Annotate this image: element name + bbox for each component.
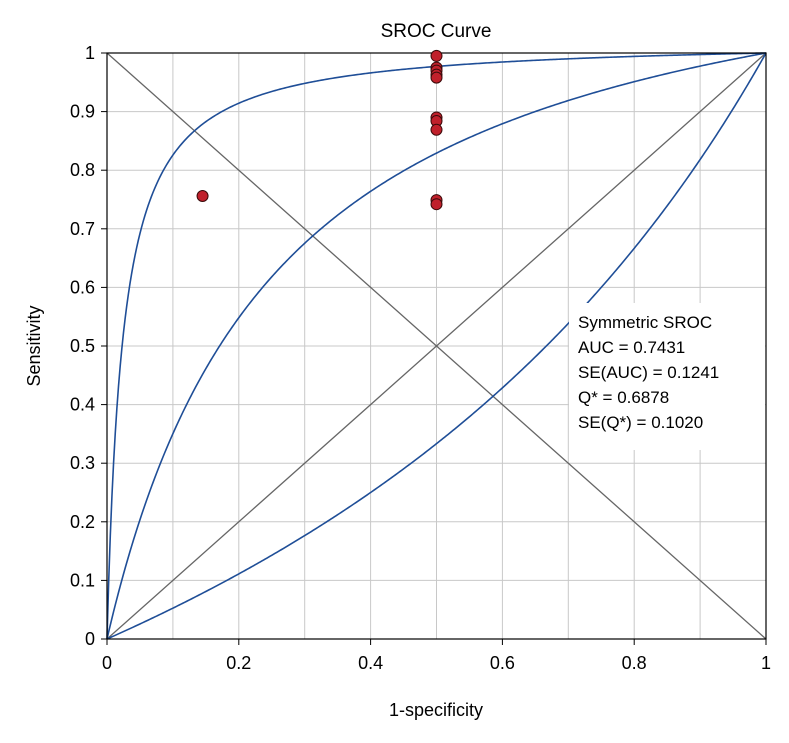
legend-box: Symmetric SROC AUC = 0.7431 SE(AUC) = 0.… — [569, 303, 765, 450]
y-tick-label: 0.1 — [70, 570, 95, 590]
y-tick-label: 1 — [85, 43, 95, 63]
sroc-curve — [106, 52, 767, 640]
data-point — [430, 49, 443, 62]
y-tick-label: 0.7 — [70, 219, 95, 239]
legend-line: SE(AUC) = 0.1241 — [578, 363, 719, 382]
legend-line: AUC = 0.7431 — [578, 338, 685, 357]
x-tick-label: 0.4 — [358, 653, 383, 673]
x-tick-label: 0.2 — [226, 653, 251, 673]
y-axis-title: Sensitivity — [24, 305, 44, 386]
x-axis-title: 1-specificity — [389, 700, 483, 720]
sroc-curve — [106, 52, 767, 640]
y-tick-label: 0.3 — [70, 453, 95, 473]
data-point — [196, 189, 209, 202]
legend-line: Symmetric SROC — [578, 313, 712, 332]
y-tick-label: 0.8 — [70, 160, 95, 180]
legend-line: Q* = 0.6878 — [578, 388, 669, 407]
legend-background — [569, 303, 765, 450]
data-point — [430, 123, 443, 136]
data-point — [430, 71, 443, 84]
x-tick-label: 0 — [102, 653, 112, 673]
legend-line: SE(Q*) = 0.1020 — [578, 413, 703, 432]
y-tick-label: 0 — [85, 629, 95, 649]
x-tick-label: 1 — [761, 653, 771, 673]
x-tick-label: 0.6 — [490, 653, 515, 673]
anti-diagonal-line — [106, 52, 767, 640]
x-tick-label: 0.8 — [622, 653, 647, 673]
data-points — [196, 49, 443, 211]
y-tick-label: 0.2 — [70, 512, 95, 532]
y-tick-label: 0.6 — [70, 277, 95, 297]
data-point — [430, 198, 443, 211]
chart-title: SROC Curve — [381, 21, 492, 42]
reference-lines — [106, 52, 767, 640]
y-axis-ticks: 0 0.1 0.2 0.3 0.4 0.5 0.6 0.7 0.8 0.9 1 — [70, 43, 107, 649]
y-tick-label: 0.4 — [70, 395, 95, 415]
y-tick-label: 0.5 — [70, 336, 95, 356]
y-tick-label: 0.9 — [70, 102, 95, 122]
x-axis-ticks: 0 0.2 0.4 0.6 0.8 1 — [102, 639, 771, 673]
